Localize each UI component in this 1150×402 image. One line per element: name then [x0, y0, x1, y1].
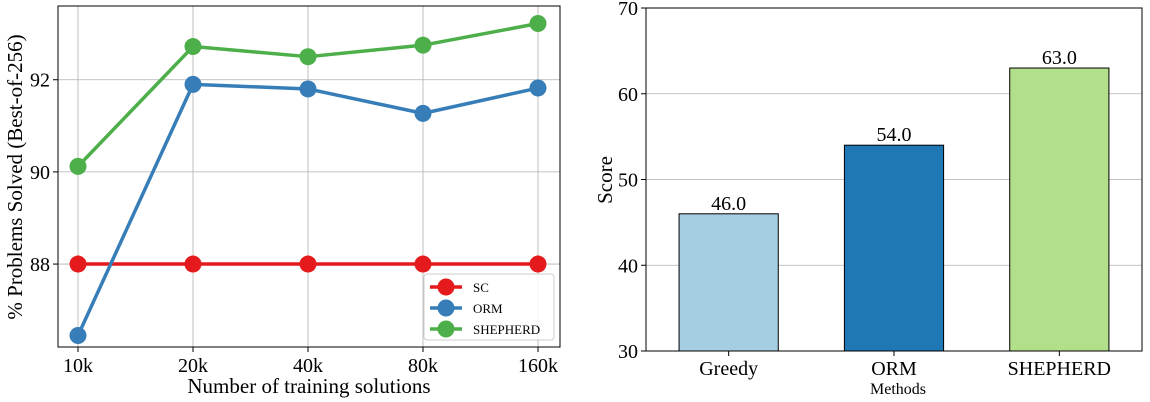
- line-chart-series: [69, 15, 547, 344]
- legend-label-shepherd: SHEPHERD: [473, 322, 540, 337]
- bar-value-label: 54.0: [877, 124, 912, 146]
- line-chart-y-tick-label: 90: [30, 162, 50, 184]
- line-chart-x-axis-label: Number of training solutions: [187, 374, 430, 398]
- line-point-shepherd: [414, 36, 432, 54]
- legend-label-sc: SC: [473, 280, 489, 295]
- line-point-shepherd: [299, 48, 317, 66]
- bar-chart-y-tick-label: 70: [618, 0, 638, 20]
- bar-chart-y-tick-label: 50: [618, 170, 638, 192]
- line-point-sc: [299, 255, 317, 273]
- legend-marker-sc: [437, 278, 455, 296]
- line-chart-legend: SC ORM SHEPHERD: [423, 273, 555, 341]
- line-chart-ticks: 10k 20k 40k 80k 160k 88 90 92: [30, 70, 558, 377]
- bar-chart-y-tick-label: 40: [618, 255, 638, 277]
- legend-marker-shepherd: [437, 320, 455, 338]
- bar-orm: [843, 144, 945, 352]
- line-chart-x-tick-label: 160k: [518, 355, 558, 377]
- line-chart-x-tick-label: 40k: [293, 355, 323, 377]
- bar-chart-x-tick-label: Greedy: [699, 358, 758, 380]
- bar-chart-panel: 46.0 54.0 63.0 30 40 50 60 70 Greedy ORM SHEPHERD…: [593, 0, 1143, 398]
- line-chart-x-tick-label: 80k: [408, 355, 438, 377]
- bar-value-label: 63.0: [1042, 47, 1077, 69]
- bar-chart-x-tick-label: ORM: [871, 358, 917, 380]
- line-chart-x-tick-label: 10k: [63, 355, 93, 377]
- bar-chart-y-axis-label: Score: [593, 156, 617, 204]
- line-chart-x-tick-label: 20k: [178, 355, 208, 377]
- bar-chart-y-tick-label: 60: [618, 84, 638, 106]
- line-point-orm: [299, 80, 317, 98]
- line-point-shepherd: [184, 38, 202, 56]
- bar-chart-bars: 46.0 54.0 63.0: [678, 47, 1110, 352]
- line-chart-panel: 10k 20k 40k 80k 160k 88 90 92 SC ORM SHEPHERD Num…: [3, 5, 561, 398]
- line-point-sc: [529, 255, 547, 273]
- legend-marker-orm: [437, 299, 455, 317]
- line-chart-y-axis-label: % Problems Solved (Best-of-256): [3, 34, 27, 319]
- bar-greedy: [678, 213, 779, 352]
- line-point-orm: [414, 104, 432, 122]
- line-point-shepherd: [529, 15, 547, 33]
- line-chart-y-tick-label: 92: [30, 70, 50, 92]
- bar-chart-x-tick-label: SHEPHERD: [1008, 358, 1111, 380]
- legend-label-orm: ORM: [473, 301, 503, 316]
- bar-shepherd: [1009, 67, 1110, 352]
- bar-value-label: 46.0: [711, 193, 746, 215]
- line-point-sc: [69, 255, 87, 273]
- line-point-sc: [184, 255, 202, 273]
- line-point-orm: [184, 75, 202, 93]
- bar-chart-x-axis-label: Methods: [870, 381, 926, 398]
- bar-chart-ticks: 30 40 50 60 70 Greedy ORM SHEPHERD: [618, 0, 1111, 380]
- bar-chart-y-tick-label: 30: [618, 341, 638, 363]
- line-point-orm: [69, 326, 87, 344]
- line-point-sc: [414, 255, 432, 273]
- line-point-orm: [529, 79, 547, 97]
- legend-box: [423, 273, 555, 341]
- line-chart-y-tick-label: 88: [30, 254, 50, 276]
- line-chart-frame: [57, 5, 561, 348]
- line-point-shepherd: [69, 157, 87, 175]
